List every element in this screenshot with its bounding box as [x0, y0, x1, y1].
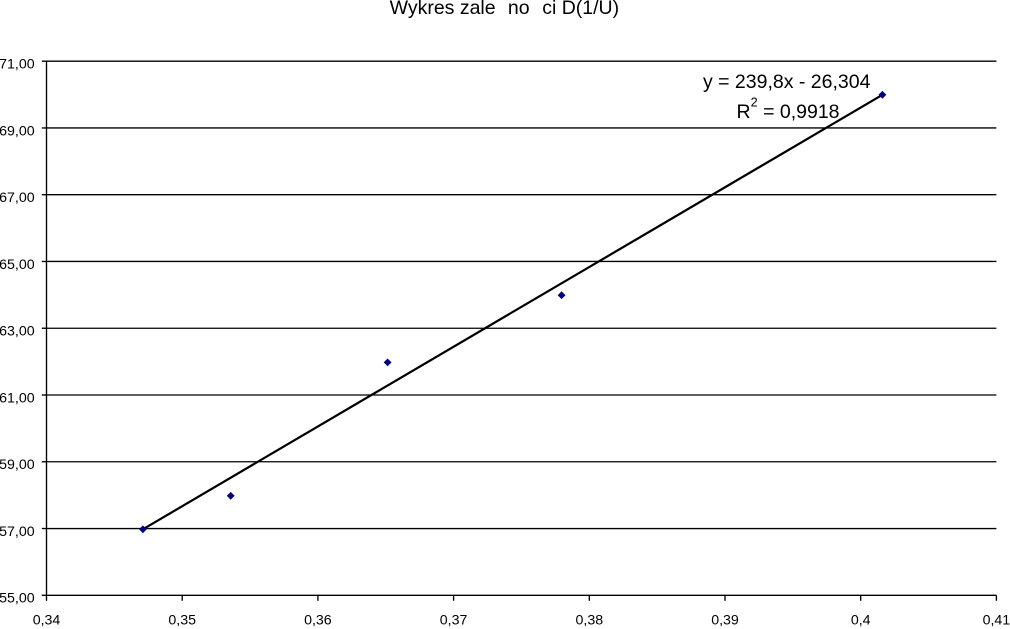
svg-text:0,39: 0,39: [711, 612, 739, 628]
svg-text:0,35: 0,35: [168, 612, 196, 628]
svg-text:Wykres zale: Wykres zale: [390, 0, 496, 19]
svg-text:0,36: 0,36: [304, 612, 332, 628]
svg-text:69,00: 69,00: [0, 123, 35, 139]
svg-text:63,00: 63,00: [0, 324, 35, 340]
svg-text:59,00: 59,00: [0, 457, 35, 473]
svg-text:ci D(1/U): ci D(1/U): [542, 0, 619, 19]
svg-text:0,38: 0,38: [575, 612, 603, 628]
svg-text:no: no: [508, 0, 530, 19]
svg-text:0,41: 0,41: [983, 612, 1010, 628]
svg-text:71,00: 71,00: [0, 57, 35, 73]
svg-text:57,00: 57,00: [0, 524, 35, 540]
svg-text:67,00: 67,00: [0, 190, 35, 206]
svg-text:y = 239,8x - 26,304: y = 239,8x - 26,304: [703, 71, 871, 93]
svg-text:65,00: 65,00: [0, 257, 35, 273]
svg-text:55,00: 55,00: [0, 591, 35, 607]
svg-text:0,34: 0,34: [33, 612, 61, 628]
svg-text:0,37: 0,37: [440, 612, 468, 628]
svg-text:61,00: 61,00: [0, 390, 35, 406]
svg-text:0,4: 0,4: [851, 612, 871, 628]
